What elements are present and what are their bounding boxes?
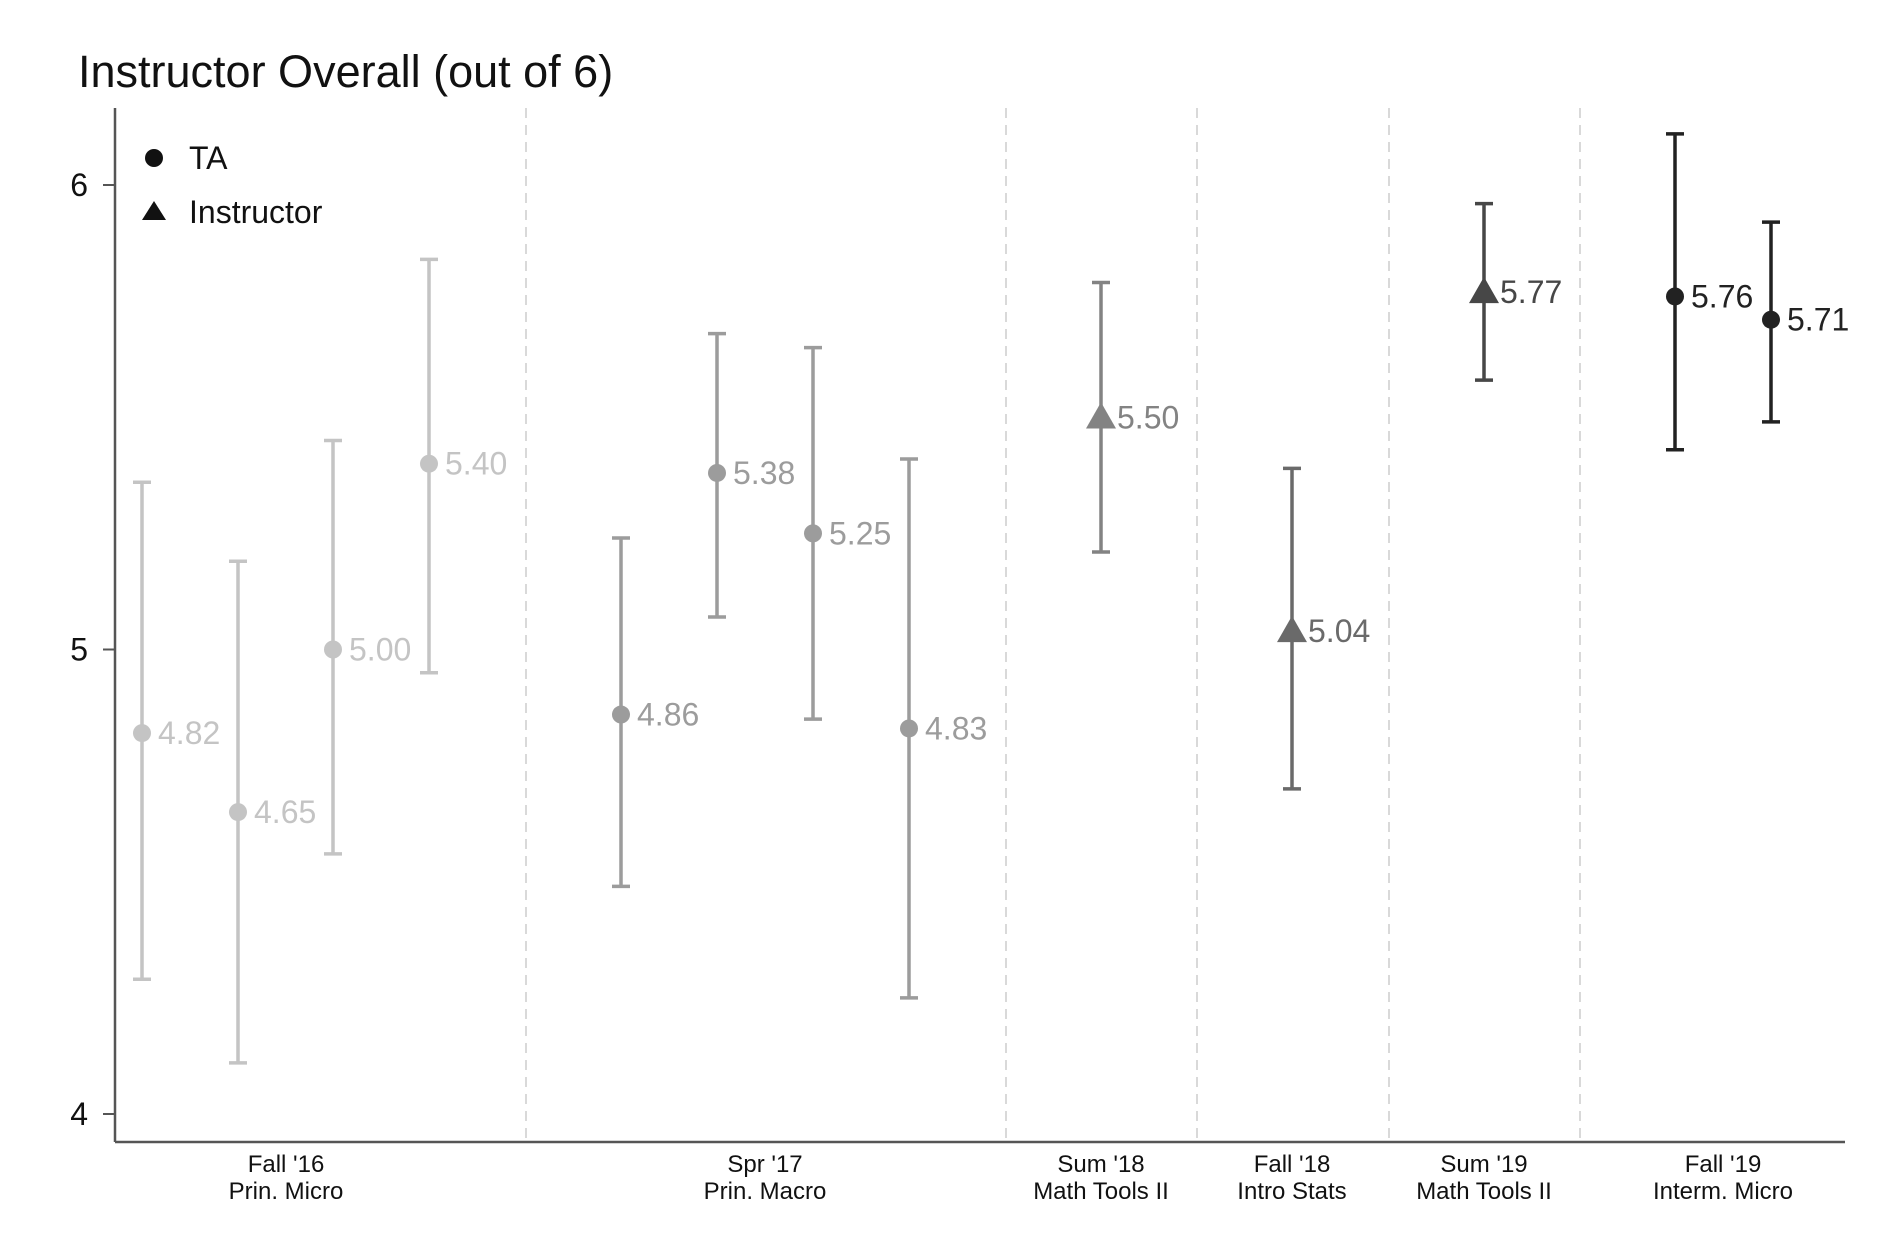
group-separators [525,108,1581,1142]
data-marks: 4.82 4.65 5.00 5.40 4.86 5.38 5.25 4.83 5.50 5.04… [133,132,1849,1065]
y-axis-ticks: 4 5 6 [70,167,115,1132]
x-category-sublabel: Prin. Micro [229,1178,344,1205]
x-category-sublabel: Math Tools II [1033,1178,1169,1205]
data-label: 4.86 [637,697,699,733]
y-tick-label: 5 [70,632,88,668]
ta-point [324,640,342,659]
ta-point [612,705,630,724]
ta-point [133,724,151,743]
x-category-sublabel: Intro Stats [1237,1178,1346,1205]
legend: TA Instructor [142,140,323,230]
x-category-label: Sum '19 [1440,1151,1527,1178]
x-category-sublabel: Prin. Macro [704,1178,827,1205]
axes [113,108,1845,1144]
legend-label: TA [189,140,228,176]
chart-title: Instructor Overall (out of 6) [78,46,614,97]
y-tick-label: 6 [70,167,88,203]
data-label: 5.40 [445,446,507,482]
ta-point [804,524,822,543]
data-label: 5.00 [349,632,411,668]
data-label: 5.04 [1308,613,1370,649]
ta-point [420,454,438,473]
ta-point [1762,310,1780,329]
data-label: 4.65 [254,794,316,830]
ta-point [229,803,247,822]
instructor-point [1277,615,1307,643]
instructor-point [1469,276,1499,304]
ta-point [900,719,918,738]
data-label: 5.71 [1787,302,1849,338]
legend-circle-marker [145,149,163,167]
x-category-label: Fall '18 [1254,1151,1331,1178]
data-label: 5.76 [1691,278,1753,314]
x-category-label: Sum '18 [1057,1151,1144,1178]
x-category-label: Spr '17 [727,1151,802,1178]
x-category-label: Fall '16 [248,1151,325,1178]
x-category-label: Fall '19 [1685,1151,1762,1178]
ta-point [1666,287,1684,306]
instructor-point [1086,402,1116,429]
data-label: 5.25 [829,515,891,551]
data-label: 4.83 [925,710,987,746]
x-category-sublabel: Interm. Micro [1653,1178,1793,1205]
y-tick-label: 4 [70,1096,88,1132]
data-label: 5.77 [1500,274,1562,310]
data-label: 4.82 [158,715,220,751]
ta-point [708,463,726,482]
legend-label: Instructor [189,194,323,230]
x-category-sublabel: Math Tools II [1416,1178,1552,1205]
data-label: 5.38 [733,455,795,491]
data-label: 5.50 [1117,399,1179,435]
legend-triangle-marker [142,201,166,220]
